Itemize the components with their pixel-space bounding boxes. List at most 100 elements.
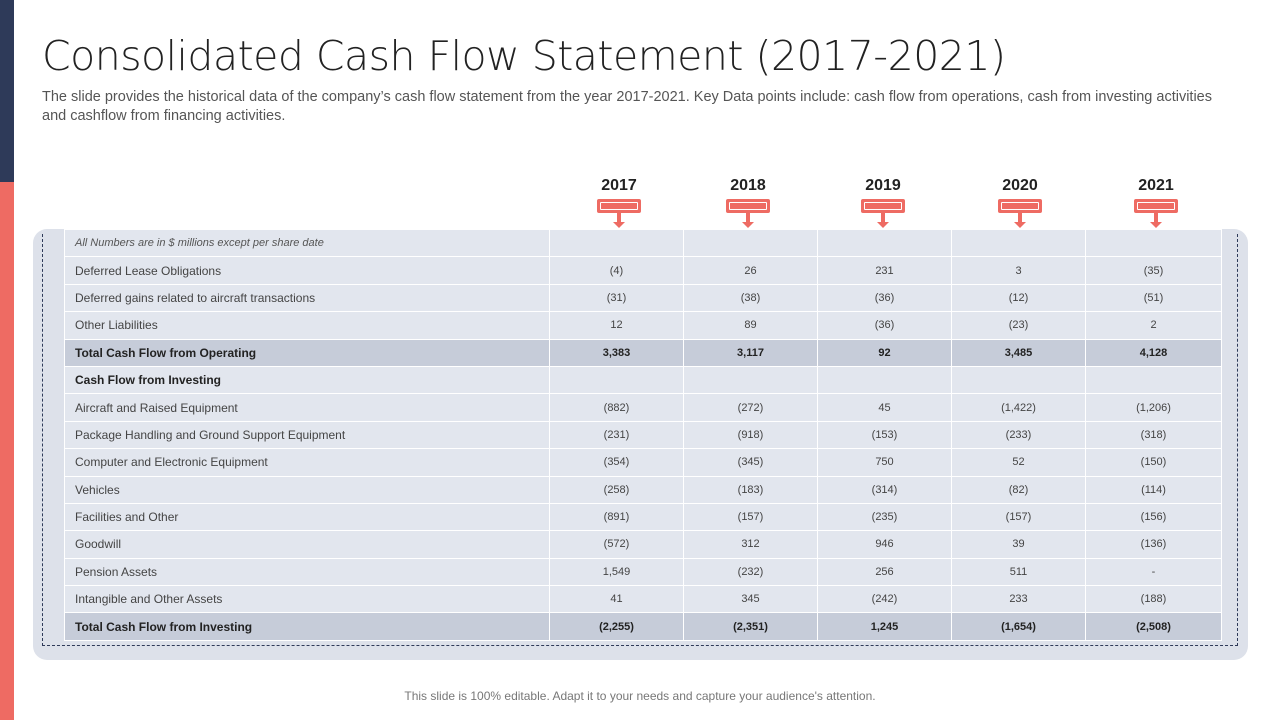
table-row: Pension Assets 1,549 (232) 256 511- <box>64 557 1222 587</box>
value-cell: 3,117 <box>683 338 818 367</box>
value-cell: (136) <box>1085 530 1222 559</box>
row-label: Deferred Lease Obligations <box>64 256 550 285</box>
value-cell <box>549 365 684 395</box>
table-row: Facilities and Other (891) (157) (235) (157)… <box>64 502 1222 532</box>
row-label: Intangible and Other Assets <box>64 585 550 614</box>
cash-flow-table: All Numbers are in $ millions except per… <box>64 228 1222 641</box>
table-note: All Numbers are in $ millions except per… <box>64 228 550 258</box>
value-cell: 26 <box>683 256 818 285</box>
value-cell: 511 <box>951 557 1086 587</box>
year-column: 2019 <box>816 176 950 235</box>
value-cell: (82) <box>951 475 1086 504</box>
table-cell <box>951 228 1086 258</box>
value-cell: 1,245 <box>817 612 952 641</box>
row-label: Computer and Electronic Equipment <box>64 448 550 477</box>
row-label: Cash Flow from Investing <box>64 365 550 395</box>
value-cell: (354) <box>549 448 684 477</box>
slide-subtitle: The slide provides the historical data o… <box>42 89 1212 124</box>
value-cell: - <box>1085 557 1222 587</box>
value-cell: (188) <box>1085 585 1222 614</box>
value-cell: (157) <box>683 502 818 532</box>
value-cell: 946 <box>817 530 952 559</box>
value-cell: (1,206) <box>1085 393 1222 422</box>
table-cell <box>1085 228 1222 258</box>
value-cell: 3,383 <box>549 338 684 367</box>
year-label: 2021 <box>1138 177 1174 194</box>
value-cell: (891) <box>549 502 684 532</box>
year-label: 2019 <box>865 177 901 194</box>
value-cell: (2,351) <box>683 612 818 641</box>
value-cell: 92 <box>817 338 952 367</box>
value-cell: 89 <box>683 311 818 340</box>
slide-title: Consolidated Cash Flow Statement (2017-2… <box>42 32 1006 80</box>
value-cell <box>683 365 818 395</box>
table-row: Intangible and Other Assets 41 345 (242) 233… <box>64 585 1222 614</box>
table-row: Deferred gains related to aircraft trans… <box>64 283 1222 313</box>
value-cell: (258) <box>549 475 684 504</box>
value-cell: 2 <box>1085 311 1222 340</box>
row-label: Pension Assets <box>64 557 550 587</box>
table-cell <box>683 228 818 258</box>
value-cell: (2,255) <box>549 612 684 641</box>
value-cell: (235) <box>817 502 952 532</box>
left-accent-bar-dark <box>0 0 14 182</box>
value-cell: (150) <box>1085 448 1222 477</box>
value-cell: 3 <box>951 256 1086 285</box>
left-accent-bar-red <box>0 182 14 720</box>
value-cell: (51) <box>1085 283 1222 313</box>
table-note-row: All Numbers are in $ millions except per… <box>64 228 1222 258</box>
arrow-marker-icon <box>1134 199 1178 235</box>
value-cell: (242) <box>817 585 952 614</box>
table-row: Vehicles (258) (183) (314) (82) (114) <box>64 475 1222 504</box>
row-label: Deferred gains related to aircraft trans… <box>64 283 550 313</box>
value-cell: (156) <box>1085 502 1222 532</box>
row-label: Vehicles <box>64 475 550 504</box>
total-row: Total Cash Flow from Operating 3,383 3,117… <box>64 338 1222 367</box>
value-cell: (35) <box>1085 256 1222 285</box>
arrow-marker-icon <box>861 199 905 235</box>
value-cell: (272) <box>683 393 818 422</box>
value-cell: 52 <box>951 448 1086 477</box>
value-cell: 750 <box>817 448 952 477</box>
value-cell: 256 <box>817 557 952 587</box>
value-cell <box>1085 365 1222 395</box>
total-row: Total Cash Flow from Investing (2,255) (2,… <box>64 612 1222 641</box>
value-cell: (918) <box>683 420 818 450</box>
value-cell: (31) <box>549 283 684 313</box>
value-cell: 41 <box>549 585 684 614</box>
value-cell: (233) <box>951 420 1086 450</box>
value-cell: (157) <box>951 502 1086 532</box>
value-cell: (36) <box>817 283 952 313</box>
value-cell: 3,485 <box>951 338 1086 367</box>
table-row: Goodwill (572) 312 946 39 (136) <box>64 530 1222 559</box>
slide-footer: This slide is 100% editable. Adapt it to… <box>404 689 876 703</box>
row-label: Goodwill <box>64 530 550 559</box>
table-row: Package Handling and Ground Support Equi… <box>64 420 1222 450</box>
row-label: Total Cash Flow from Operating <box>64 338 550 367</box>
value-cell: (153) <box>817 420 952 450</box>
table-row: Deferred Lease Obligations (4) 26 231 3 (35) <box>64 256 1222 285</box>
value-cell: (38) <box>683 283 818 313</box>
arrow-marker-icon <box>726 199 770 235</box>
year-label: 2018 <box>730 177 766 194</box>
year-column: 2021 <box>1089 176 1223 235</box>
row-label: Package Handling and Ground Support Equi… <box>64 420 550 450</box>
value-cell <box>817 365 952 395</box>
value-cell: 345 <box>683 585 818 614</box>
value-cell: (23) <box>951 311 1086 340</box>
value-cell: (1,422) <box>951 393 1086 422</box>
year-column: 2020 <box>953 176 1087 235</box>
value-cell: (4) <box>549 256 684 285</box>
arrow-marker-icon <box>998 199 1042 235</box>
value-cell: (183) <box>683 475 818 504</box>
value-cell: (232) <box>683 557 818 587</box>
value-cell: 312 <box>683 530 818 559</box>
year-header: 2017 2018 2019 2020 2021 <box>0 176 1280 232</box>
value-cell: (314) <box>817 475 952 504</box>
value-cell: (572) <box>549 530 684 559</box>
table-row: Computer and Electronic Equipment (354) (3… <box>64 448 1222 477</box>
value-cell: (345) <box>683 448 818 477</box>
value-cell: 233 <box>951 585 1086 614</box>
value-cell: 231 <box>817 256 952 285</box>
value-cell: (36) <box>817 311 952 340</box>
